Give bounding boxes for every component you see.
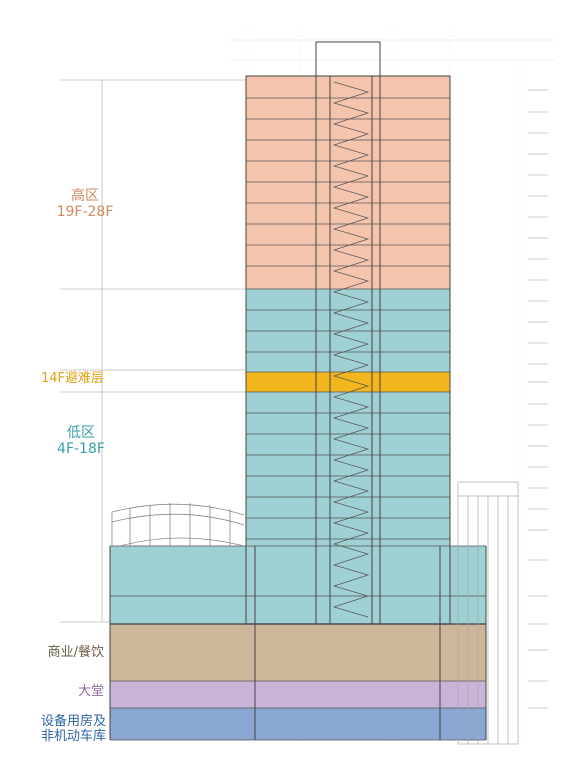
- refuge-floor-label: 14F避难层: [4, 371, 104, 387]
- commercial-name: 商业/餐饮: [47, 645, 104, 660]
- level-ticks: [528, 89, 548, 709]
- refuge-floor-band: [246, 372, 450, 392]
- high-zone-label: 高区 19F-28F: [40, 188, 130, 220]
- stair-core: [332, 81, 370, 618]
- dimension-lines: [60, 79, 245, 623]
- high-zone-name: 高区: [71, 188, 99, 204]
- low-zone-range: 4F-18F: [57, 441, 105, 458]
- equipment-block: [110, 708, 486, 740]
- adjacent-building: [457, 481, 519, 745]
- equipment-label: 设备用房及 非机动车库: [0, 714, 106, 745]
- structure-walls: [109, 41, 487, 740]
- equipment-name-line2: 非机动车库: [40, 728, 106, 744]
- low-zone-name: 低区: [67, 425, 95, 441]
- podium-block: [110, 546, 486, 624]
- low-zone-label: 低区 4F-18F: [36, 425, 126, 457]
- lobby-label: 大堂: [4, 684, 104, 700]
- commercial-block: [110, 624, 486, 681]
- podium-canopy: [111, 503, 245, 547]
- lobby-name: 大堂: [77, 684, 104, 699]
- commercial-label: 商业/餐饮: [4, 645, 104, 661]
- equipment-name-line1: 设备用房及: [40, 714, 106, 729]
- lobby-block: [110, 681, 486, 708]
- refuge-floor-name: 14F避难层: [40, 371, 104, 386]
- high-zone-range: 19F-28F: [56, 204, 114, 221]
